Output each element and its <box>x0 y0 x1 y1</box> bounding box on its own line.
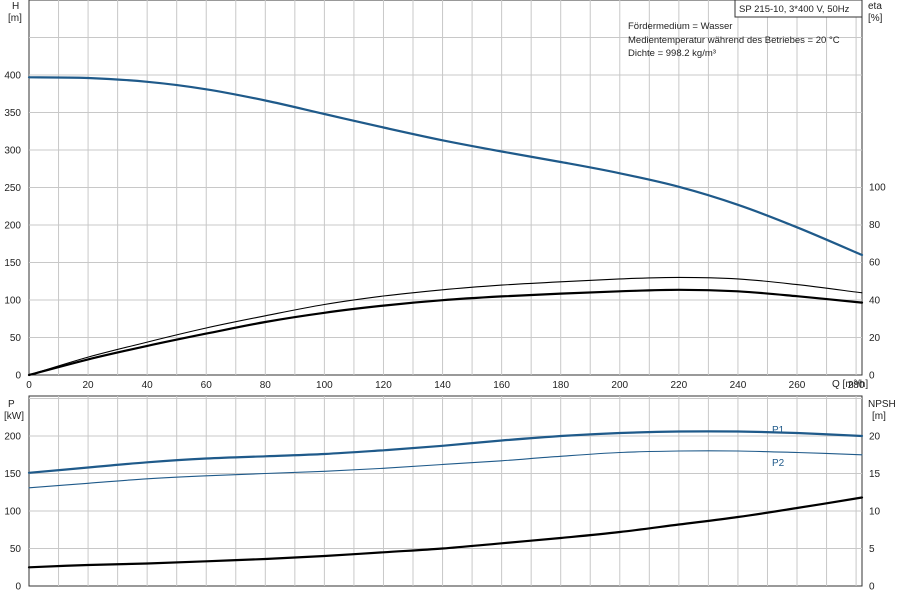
left-tick-label: 300 <box>4 146 21 157</box>
bottom-panel: 0 50 100 150 200 0 5 10 15 20 <box>4 395 881 593</box>
left-tick-label: 200 <box>4 221 21 232</box>
curve-label-p2: P2 <box>772 458 785 469</box>
npsh-axis-label-symbol: NPSH <box>868 399 896 410</box>
eta-axis-label-unit: [%] <box>868 13 883 24</box>
info-block: Fördermedium = Wasser Medientemperatur w… <box>628 21 840 59</box>
left-tick-label: 0 <box>15 582 21 593</box>
right-tick-label: 40 <box>869 295 881 306</box>
top-series-1-line <box>28 276 863 376</box>
right-tick-label: 100 <box>869 183 886 194</box>
right-tick-label: 80 <box>869 220 881 231</box>
x-tick-label: 140 <box>434 380 451 391</box>
x-tick-label: 240 <box>730 380 747 391</box>
left-tick-label: 350 <box>4 108 21 119</box>
left-tick-label: 100 <box>4 296 21 307</box>
right-tick-label: 5 <box>869 544 875 555</box>
title-frame <box>734 0 863 18</box>
left-tick-label: 0 <box>15 371 21 382</box>
right-tick-label: 10 <box>869 507 881 518</box>
x-tick-label: 260 <box>789 380 806 391</box>
chart-title: SP 215-10, 3*400 V, 50Hz <box>739 4 850 15</box>
x-tick-label: 160 <box>493 380 510 391</box>
right-tick-label: 15 <box>869 469 881 480</box>
series-p1-line <box>27 430 864 474</box>
top-series-0-line <box>27 76 864 257</box>
info-line-temperature: Medientemperatur während des Betriebes =… <box>628 35 840 46</box>
x-tick-label: 20 <box>83 380 95 391</box>
right-tick-label: 20 <box>869 432 881 443</box>
x-tick-label: 80 <box>260 380 272 391</box>
eta-axis-label-symbol: eta <box>868 1 882 12</box>
top-series-2-line <box>27 288 864 377</box>
x-tick-label: 40 <box>142 380 154 391</box>
right-tick-label: 20 <box>869 333 881 344</box>
left-tick-label: 50 <box>10 544 22 555</box>
x-tick-label: 200 <box>611 380 628 391</box>
top-panel: 0 20 40 60 80 100 120 140 160 180 200 220 240 260 2800… <box>4 0 886 391</box>
left-tick-label: 200 <box>4 432 21 443</box>
left-tick-label: 100 <box>4 507 21 518</box>
x-tick-label: 120 <box>375 380 392 391</box>
p-axis-label-unit: [kW] <box>4 411 24 422</box>
npsh-axis-label-unit: [m] <box>872 411 886 422</box>
bottom-plot-frame <box>28 395 863 587</box>
h-axis-label-symbol: H <box>12 1 19 12</box>
right-tick-label: 0 <box>869 371 875 382</box>
x-tick-label: 280 <box>848 380 865 391</box>
x-tick-label: 220 <box>671 380 688 391</box>
x-tick-label: 180 <box>552 380 569 391</box>
left-tick-label: 400 <box>4 71 21 82</box>
left-tick-label: 150 <box>4 258 21 269</box>
info-line-density: Dichte = 998.2 kg/m³ <box>628 48 716 59</box>
left-tick-label: 250 <box>4 183 21 194</box>
bottom-series-2-line <box>27 496 864 569</box>
right-tick-label: 60 <box>869 258 881 269</box>
curve-label-p1: P1 <box>772 425 785 436</box>
x-tick-label: 60 <box>201 380 213 391</box>
left-tick-label: 50 <box>10 333 22 344</box>
p-axis-label-symbol: P <box>8 399 15 410</box>
series-p2-line <box>28 450 863 489</box>
x-tick-label: 0 <box>26 380 32 391</box>
h-axis-label-unit: [m] <box>8 13 22 24</box>
right-tick-label: 0 <box>869 582 875 593</box>
info-line-medium: Fördermedium = Wasser <box>628 21 732 32</box>
left-tick-label: 150 <box>4 469 21 480</box>
q-axis-label: Q [m³/h] <box>832 379 868 390</box>
x-tick-label: 100 <box>316 380 333 391</box>
chart-title-box: SP 215-10, 3*400 V, 50Hz <box>734 0 863 18</box>
